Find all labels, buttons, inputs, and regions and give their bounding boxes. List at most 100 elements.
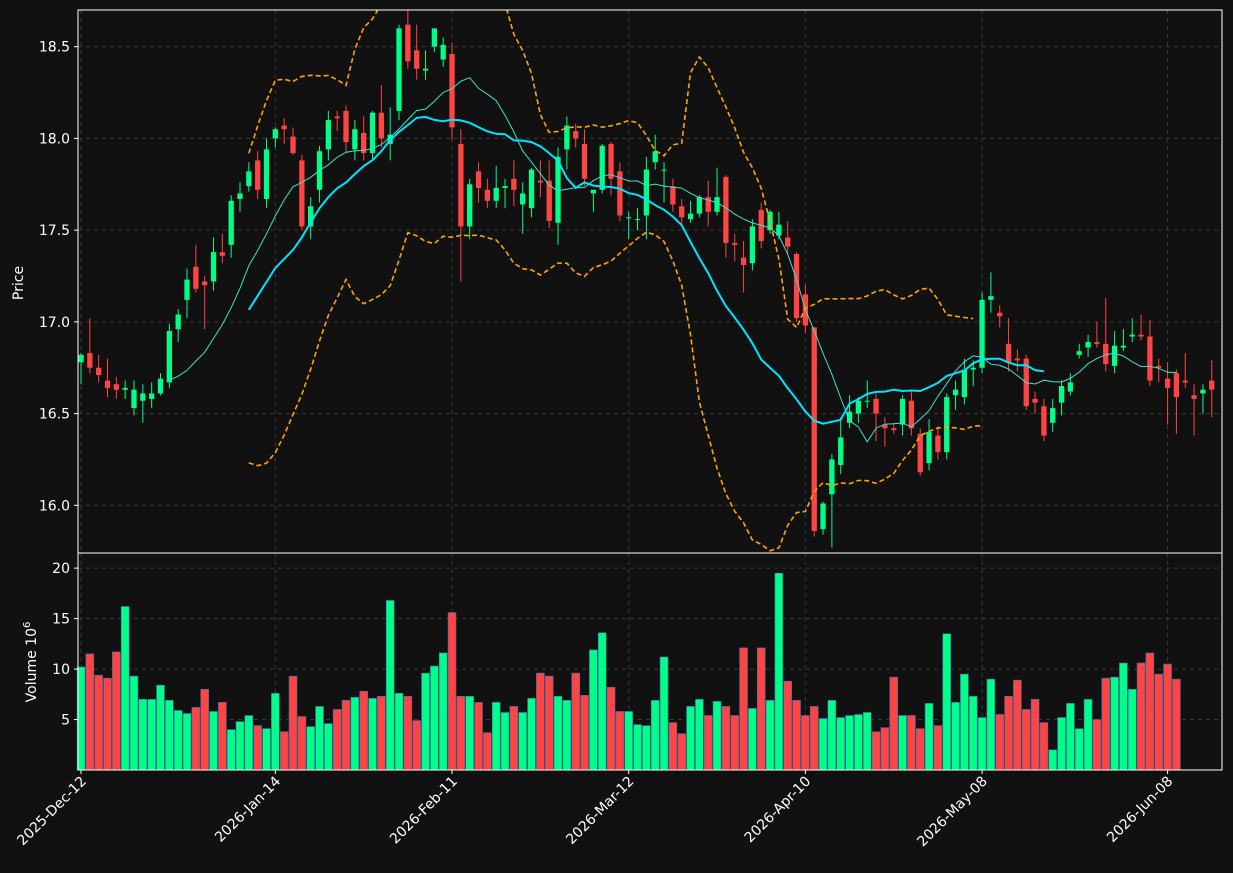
volume-bar <box>1021 709 1031 771</box>
volume-bar <box>447 612 457 771</box>
candle-body <box>944 397 950 453</box>
volume-bar <box>1172 678 1181 771</box>
volume-bar <box>368 698 377 771</box>
volume-bar <box>845 715 854 771</box>
volume-bar <box>1004 696 1013 771</box>
volume-bar <box>1119 662 1128 771</box>
volume-bar <box>165 700 174 771</box>
candle-body <box>1138 334 1144 337</box>
volume-panel-frame <box>77 552 1223 771</box>
volume-bar <box>182 713 192 771</box>
volume-bar <box>862 712 872 771</box>
volume-bar <box>200 688 209 771</box>
volume-bar <box>120 606 130 771</box>
candle-body <box>440 44 446 60</box>
volume-bar <box>191 707 201 771</box>
volume-bar <box>1163 663 1172 771</box>
volume-bar <box>138 699 148 771</box>
volume-bar <box>306 726 315 771</box>
volume-bar <box>553 696 563 771</box>
candle-body <box>175 314 181 330</box>
candle-body <box>1147 336 1153 381</box>
volume-bar <box>642 725 651 771</box>
volume-bar <box>1092 719 1102 771</box>
candle-body <box>422 68 429 71</box>
volume-bar <box>509 706 519 771</box>
candle-body <box>873 398 879 414</box>
volume-bar <box>615 711 625 771</box>
volume-bar <box>1101 677 1111 771</box>
volume-bar <box>465 696 474 771</box>
candle-body <box>1050 408 1056 423</box>
candle-body <box>714 197 720 212</box>
candle-body <box>767 211 773 231</box>
candle-body <box>608 143 614 179</box>
candle-body <box>219 252 225 256</box>
candles <box>78 10 1215 548</box>
volume-bar <box>756 647 766 771</box>
volume-bar <box>695 699 704 771</box>
volume-bar <box>377 696 386 771</box>
candle-body <box>1120 345 1127 348</box>
candle-body <box>210 252 217 282</box>
candle-body <box>361 132 367 154</box>
volume-bar <box>1048 749 1058 771</box>
candle-body <box>308 206 314 227</box>
price-axis-label: Price <box>11 266 27 300</box>
candle-body <box>263 149 270 199</box>
candle-body <box>131 389 137 409</box>
candle-body <box>652 151 658 163</box>
candle-body <box>475 171 482 188</box>
candle-body <box>864 400 870 402</box>
candle-body <box>96 367 102 376</box>
volume-bar <box>880 727 890 771</box>
candle-body <box>405 24 411 62</box>
volume-bar <box>350 697 360 771</box>
candle-body <box>961 369 968 398</box>
candle-body <box>696 197 703 214</box>
candle-body <box>705 197 711 212</box>
volume-bar <box>297 716 307 771</box>
candle-body <box>299 160 305 227</box>
volume-bar <box>968 696 978 771</box>
volume-bar <box>536 672 545 771</box>
candle-body <box>1156 365 1162 368</box>
candle-body <box>1129 334 1135 337</box>
volume-axis-ticks: 5 10 15 20 <box>52 561 78 729</box>
volume-bar <box>633 724 642 771</box>
volume-bar <box>668 722 678 771</box>
ma-slow-line <box>247 115 1045 425</box>
candle-body <box>352 129 358 150</box>
candle-body <box>343 110 349 143</box>
volume-bar <box>624 711 633 771</box>
candle-body <box>626 217 632 219</box>
candle-body <box>396 28 402 111</box>
volume-bar <box>951 702 960 771</box>
volume-bar <box>129 675 139 771</box>
candle-body <box>838 437 844 465</box>
candle-body <box>537 180 544 183</box>
candle-body <box>546 180 552 221</box>
candle-body <box>670 186 676 205</box>
candle-body <box>661 169 667 171</box>
candle-body <box>935 435 941 453</box>
candle-body <box>926 431 932 464</box>
volume-bar <box>218 702 227 771</box>
volume-bar <box>500 712 510 771</box>
volume-bar <box>341 700 351 771</box>
candle-body <box>237 193 243 199</box>
candle-body <box>378 112 385 139</box>
volume-bar <box>730 715 739 771</box>
volume-bar <box>1039 722 1049 771</box>
volume-bar <box>544 675 554 771</box>
candle-body <box>467 184 473 227</box>
candle-body <box>679 206 685 218</box>
candle-body <box>325 120 332 150</box>
bb-upper-line <box>248 10 974 329</box>
candle-body <box>272 129 278 139</box>
volume-bar <box>986 678 996 771</box>
volume-bar <box>491 702 501 771</box>
volume-bar <box>271 692 280 771</box>
volume-bar <box>748 708 757 771</box>
volume-bar <box>1074 728 1084 771</box>
